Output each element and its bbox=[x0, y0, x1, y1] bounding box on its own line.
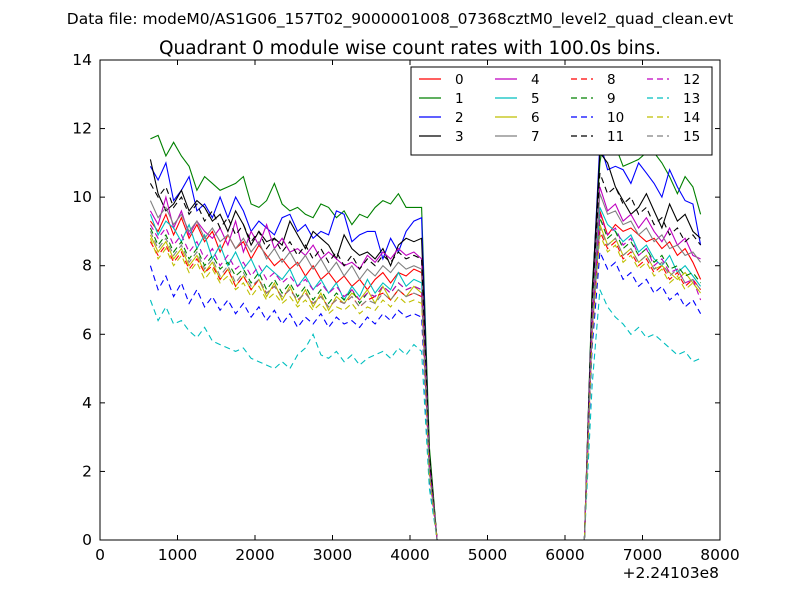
legend-frame bbox=[410, 66, 713, 156]
x-offset-label: +2.24103e8 bbox=[623, 564, 719, 582]
series-layer bbox=[149, 114, 702, 541]
legend-label-6: 6 bbox=[531, 110, 540, 126]
series-line-9 bbox=[149, 217, 702, 541]
y-tick-label: 4 bbox=[82, 394, 92, 412]
legend-label-1: 1 bbox=[455, 91, 464, 107]
legend-label-7: 7 bbox=[531, 129, 540, 145]
x-tick-label: 0 bbox=[95, 546, 105, 564]
x-tick-label: 1000 bbox=[158, 546, 197, 564]
series-line-10 bbox=[149, 251, 702, 541]
x-tick-label: 8000 bbox=[700, 546, 739, 564]
y-tick-label: 8 bbox=[82, 257, 92, 275]
legend-label-15: 15 bbox=[683, 129, 700, 145]
y-tick-label: 10 bbox=[72, 188, 92, 206]
y-tick-label: 0 bbox=[82, 531, 92, 549]
series-line-14 bbox=[149, 234, 702, 541]
series-line-12 bbox=[149, 214, 702, 541]
x-tick-label: 6000 bbox=[545, 546, 584, 564]
legend-label-11: 11 bbox=[607, 129, 624, 145]
legend-label-13: 13 bbox=[683, 91, 700, 107]
x-tick-label: 7000 bbox=[623, 546, 662, 564]
x-tick-label: 3000 bbox=[313, 546, 352, 564]
series-line-3 bbox=[149, 151, 701, 541]
legend-label-9: 9 bbox=[607, 91, 616, 107]
y-tick-label: 14 bbox=[72, 51, 92, 69]
x-tick-label: 4000 bbox=[390, 546, 429, 564]
tick-layer: 0 1000 2000 3000 4000 5000 6000 7000 80000246810… bbox=[72, 51, 739, 564]
legend-label-5: 5 bbox=[531, 91, 540, 107]
suptitle: Data file: modeM0/AS1G06_157T02_90000010… bbox=[67, 10, 733, 29]
chart-title: Quadrant 0 module wise count rates with … bbox=[159, 38, 661, 59]
x-tick-label: 2000 bbox=[235, 546, 274, 564]
y-tick-label: 2 bbox=[82, 462, 92, 480]
legend-label-14: 14 bbox=[683, 110, 700, 126]
legend-label-4: 4 bbox=[531, 72, 540, 88]
y-tick-label: 12 bbox=[72, 120, 92, 138]
legend-label-2: 2 bbox=[455, 110, 464, 126]
legend-label-12: 12 bbox=[683, 72, 700, 88]
legend-label-0: 0 bbox=[455, 72, 464, 88]
series-line-13 bbox=[149, 289, 701, 541]
y-tick-label: 6 bbox=[82, 325, 92, 343]
x-tick-label: 5000 bbox=[468, 546, 507, 564]
legend-label-10: 10 bbox=[607, 110, 624, 126]
legend-label-8: 8 bbox=[607, 72, 616, 88]
legend-label-3: 3 bbox=[455, 129, 464, 145]
series-line-15 bbox=[149, 227, 702, 541]
